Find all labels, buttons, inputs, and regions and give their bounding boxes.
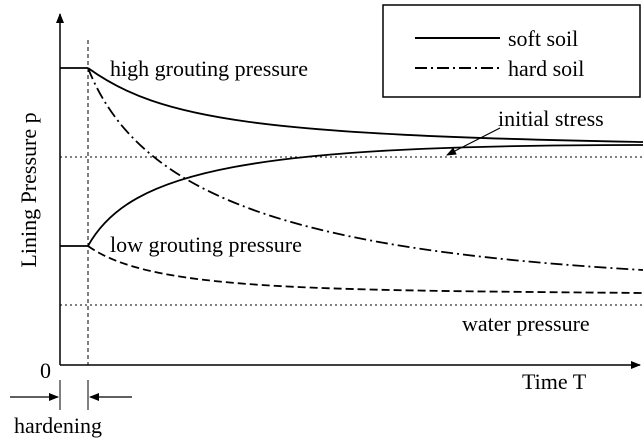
y-axis-label: Lining Pressure p	[16, 112, 41, 267]
annotation: hardening	[14, 413, 102, 438]
soft-low-curve	[87, 144, 643, 247]
soft-high-curve	[87, 67, 643, 143]
axes	[56, 13, 641, 369]
annotation: low grouting pressure	[110, 232, 302, 257]
annotation: water pressure	[462, 311, 590, 336]
annotation: high grouting pressure	[110, 56, 308, 81]
curves	[10, 67, 643, 410]
hard-high-curve	[87, 67, 643, 271]
initial-stress-arrow	[446, 127, 501, 156]
legend-box	[382, 4, 641, 98]
legend-label: hard soil	[508, 56, 584, 81]
origin-label: 0	[40, 358, 51, 383]
x-axis-label: Time T	[522, 369, 587, 394]
legend: soft soil hard soil	[382, 4, 641, 98]
annotation: initial stress	[498, 106, 604, 131]
reference-lines	[60, 40, 643, 365]
legend-label: soft soil	[508, 26, 578, 51]
